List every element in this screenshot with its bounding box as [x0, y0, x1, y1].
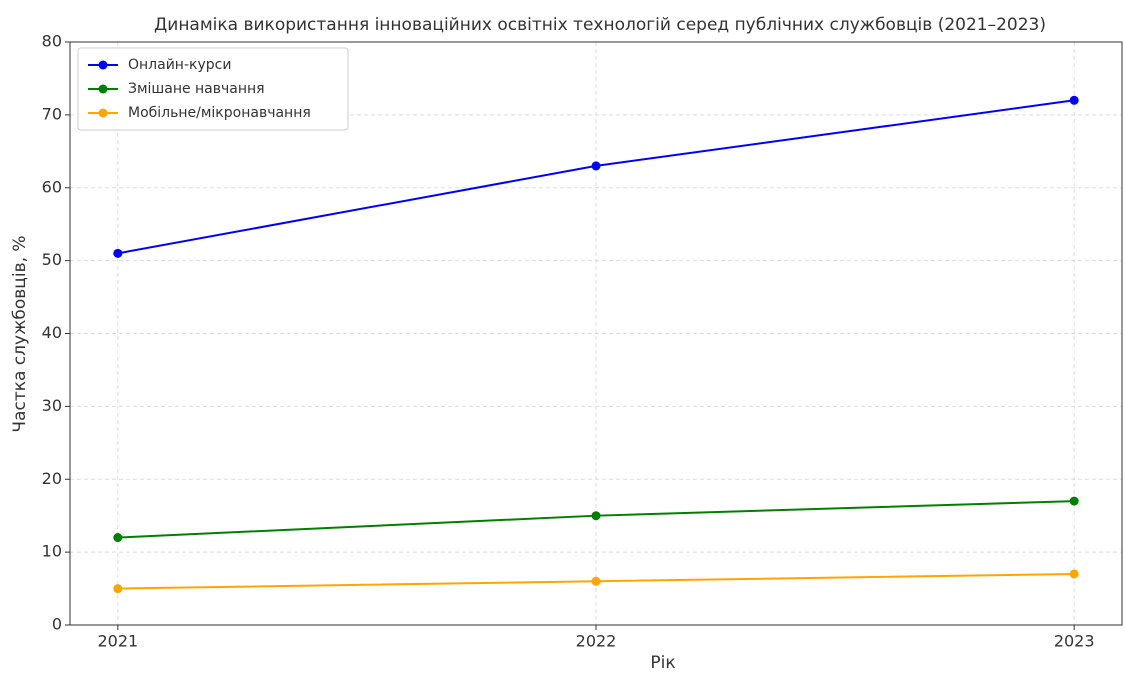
x-tick-label: 2021 — [97, 632, 138, 651]
y-axis-label: Частка службовців, % — [10, 235, 30, 432]
data-point — [1069, 95, 1079, 105]
y-tick-label: 60 — [42, 177, 62, 196]
y-tick-label: 50 — [42, 250, 62, 269]
legend-marker — [98, 84, 108, 94]
chart-title: Динаміка використання інноваційних освіт… — [154, 15, 1046, 35]
plot-frame — [69, 41, 1123, 626]
x-tick-label: 2022 — [576, 632, 617, 651]
data-point — [591, 576, 601, 586]
data-point — [591, 511, 601, 521]
y-tick-label: 0 — [52, 615, 62, 634]
y-tick-label: 80 — [42, 32, 62, 51]
legend-label: Мобільне/мікронавчання — [128, 105, 311, 121]
data-point — [1069, 569, 1079, 579]
data-point — [1069, 496, 1079, 506]
y-tick-label: 10 — [42, 542, 62, 561]
x-axis-label: Рік — [650, 653, 675, 673]
y-tick-label: 70 — [42, 104, 62, 123]
y-tick-label: 20 — [42, 469, 62, 488]
x-tick-label: 2023 — [1054, 632, 1095, 651]
legend-box — [77, 47, 349, 131]
legend-marker — [98, 108, 108, 118]
data-point — [591, 161, 601, 171]
data-point — [113, 584, 123, 594]
y-tick-label: 30 — [42, 396, 62, 415]
legend-label: Онлайн-курси — [128, 57, 231, 73]
data-point — [113, 533, 123, 543]
y-tick-label: 40 — [42, 323, 62, 342]
legend-marker — [98, 60, 108, 70]
legend-label: Змішане навчання — [128, 81, 265, 97]
data-point — [113, 248, 123, 258]
